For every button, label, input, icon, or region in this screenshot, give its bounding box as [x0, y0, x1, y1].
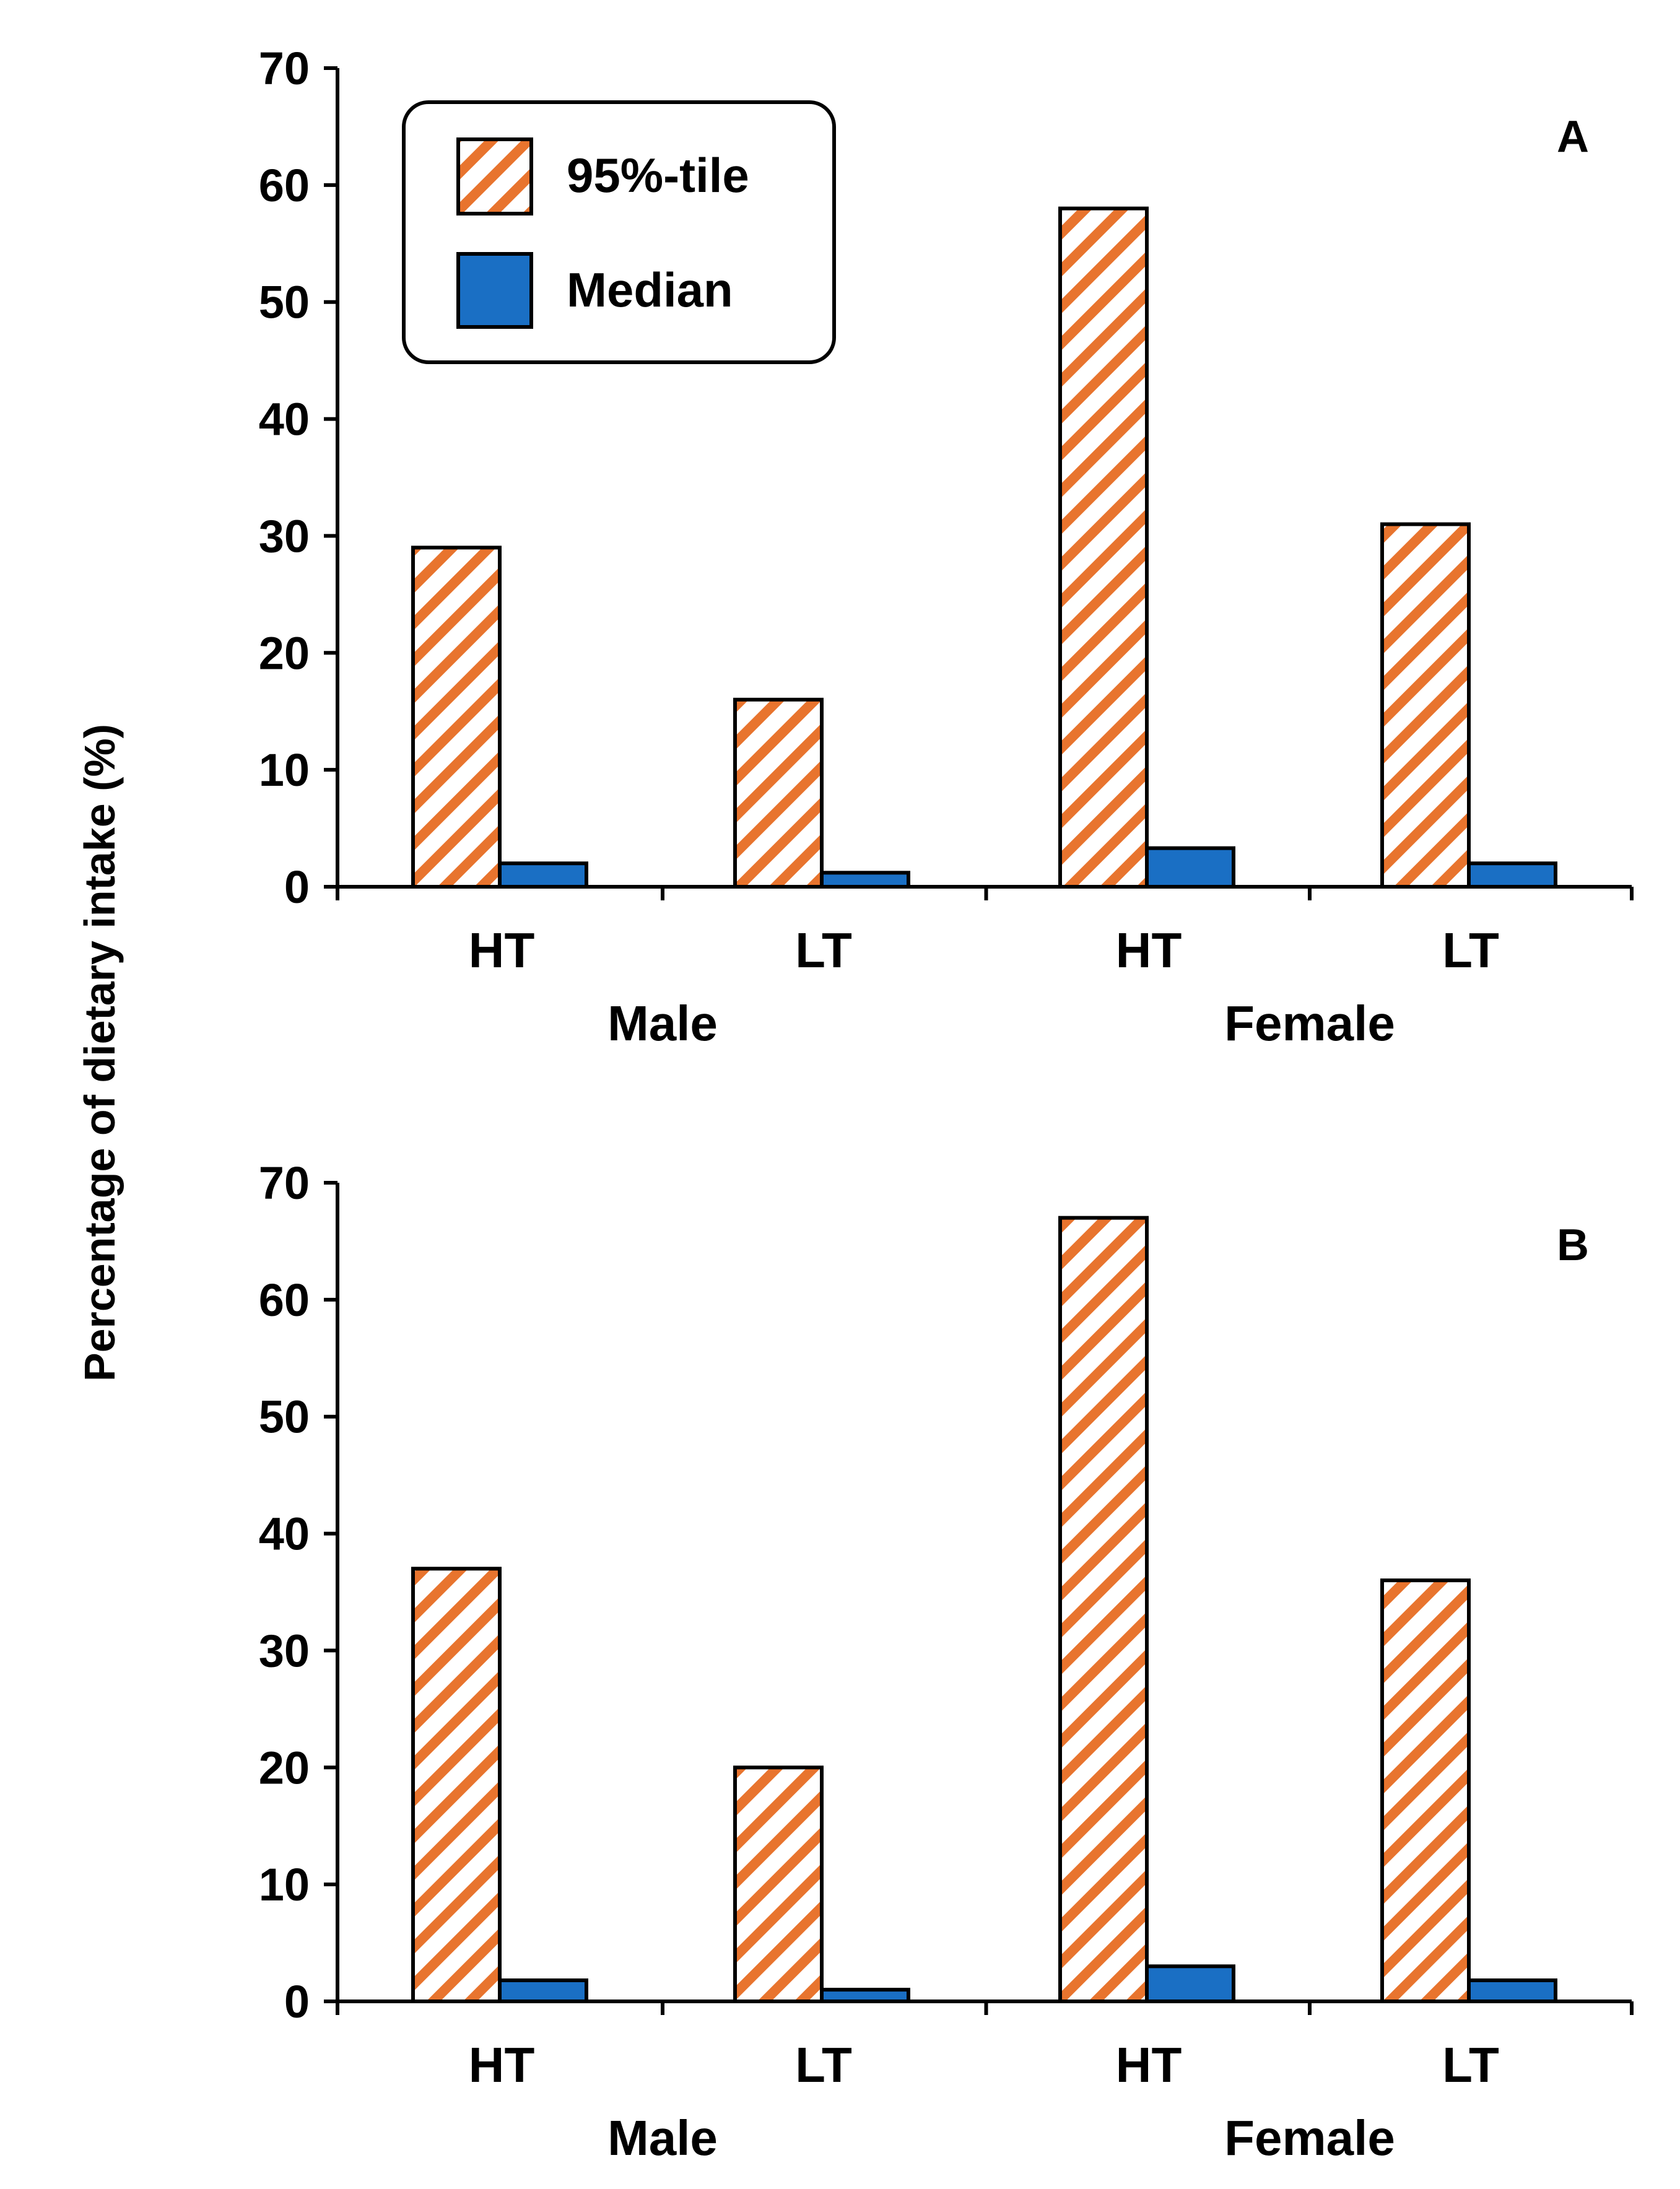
panel-b-y-tick-label: 30	[259, 1625, 310, 1676]
panel-b-y-tick-label: 50	[259, 1391, 310, 1443]
panel-a-y-tick-label: 70	[259, 43, 310, 94]
panel-a-y-tick-label: 20	[259, 627, 310, 679]
panel-b-label: B	[1557, 1221, 1589, 1270]
panel-b-y-tick-label: 0	[284, 1976, 310, 2027]
y-axis-label: Percentage of dietary intake (%)	[76, 724, 124, 1382]
panel-b-category-label: LT	[795, 2037, 852, 2092]
legend-label-95-tile: 95%-tile	[567, 148, 749, 202]
panel-a-category-label: LT	[795, 923, 852, 978]
panel-a-y-tick-label: 0	[284, 861, 310, 913]
panel-a-y-tick-label: 60	[259, 160, 310, 211]
panel-b-category-label: HT	[1116, 2037, 1182, 2092]
panel-b-category-label: LT	[1442, 2037, 1499, 2092]
legend: 95%-tile Median	[402, 100, 836, 364]
panel-a-group-label-female: Female	[1224, 996, 1395, 1051]
panel-a-bar-95-tile	[1380, 522, 1471, 889]
panel-b-bar-median	[820, 1988, 910, 2003]
panel-b-bar-95-tile	[411, 1567, 502, 2003]
panel-b-category-label: HT	[469, 2037, 535, 2092]
panel-a-category-label: LT	[1442, 923, 1499, 978]
chart-panel-a: 0 10 20 30 40 50 60 70 HT LT HT LT A 95%-tile Media…	[259, 43, 1634, 1051]
panel-b-group-label-male: Male	[607, 2110, 718, 2165]
legend-label-median: Median	[567, 263, 733, 317]
panel-a-bar-median	[498, 861, 588, 889]
panel-b-y-tick-label: 10	[259, 1859, 310, 1910]
panel-b-group-label-female: Female	[1224, 2110, 1395, 2165]
panel-a-bar-median	[1467, 861, 1557, 889]
panel-b-marks: 0 10 20 30 40 50 60 70 HT LT HT LT	[259, 1157, 1634, 2092]
panel-a-bar-95-tile	[411, 546, 502, 889]
panel-a-y-tick-label: 10	[259, 744, 310, 796]
chart-panel-b: 0 10 20 30 40 50 60 70 HT LT HT LT B Male Female	[259, 1157, 1634, 2165]
panel-a-bar-95-tile	[1058, 206, 1149, 889]
panel-b-bar-95-tile	[733, 1765, 824, 2003]
panel-b-bar-95-tile	[1380, 1578, 1471, 2003]
panel-a-group-label-male: Male	[607, 996, 718, 1051]
panel-b-y-tick-label: 60	[259, 1274, 310, 1326]
panel-a-bar-median	[1145, 846, 1235, 889]
panel-a-y-tick-label: 40	[259, 394, 310, 445]
panel-b-bar-median	[1145, 1964, 1235, 2003]
panel-b-y-tick-label: 70	[259, 1157, 310, 1209]
panel-b-y-tick-label: 20	[259, 1742, 310, 1793]
panel-a-y-tick-label: 50	[259, 277, 310, 328]
panel-b-bar-median	[498, 1978, 588, 2003]
panel-a-bar-median	[820, 871, 910, 889]
panel-a-marks: 0 10 20 30 40 50 60 70 HT LT HT LT	[259, 43, 1634, 978]
panel-a-bar-95-tile	[733, 697, 824, 889]
panel-a-label: A	[1557, 112, 1589, 162]
legend-swatch-95-tile	[456, 137, 533, 215]
panel-b-bar-median	[1467, 1978, 1557, 2003]
panel-a-category-label: HT	[469, 923, 535, 978]
panel-b-bar-95-tile	[1058, 1216, 1149, 2003]
panel-a-y-tick-label: 30	[259, 510, 310, 562]
panel-a-category-label: HT	[1116, 923, 1182, 978]
legend-swatch-median	[456, 252, 533, 329]
panel-b-y-tick-label: 40	[259, 1508, 310, 1560]
